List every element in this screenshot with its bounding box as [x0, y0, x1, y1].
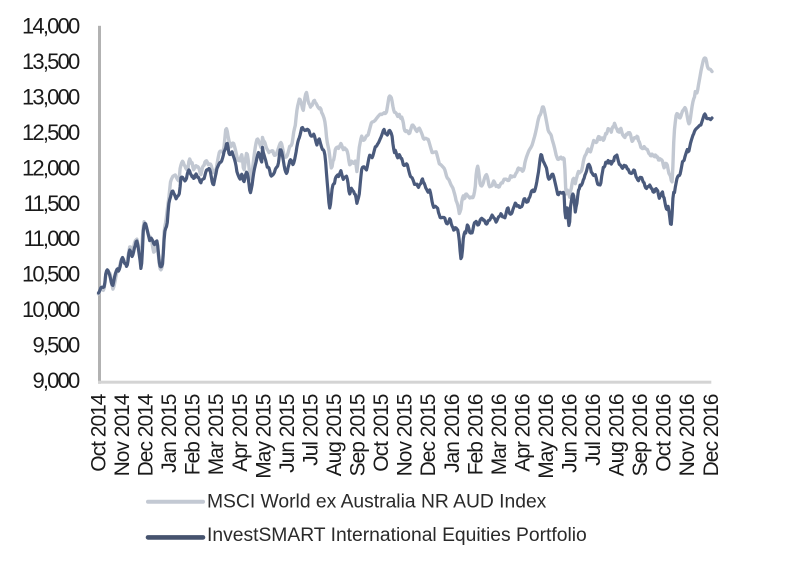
svg-text:10,000: 10,000 — [22, 297, 80, 322]
svg-text:May 2015: May 2015 — [252, 394, 275, 479]
svg-text:Aug 2015: Aug 2015 — [323, 394, 346, 476]
svg-text:9,000: 9,000 — [32, 368, 80, 393]
svg-text:11,500: 11,500 — [24, 191, 80, 216]
svg-text:12,000: 12,000 — [22, 155, 80, 180]
svg-text:Feb 2016: Feb 2016 — [464, 394, 487, 475]
svg-text:Sep 2015: Sep 2015 — [347, 394, 370, 476]
svg-text:Apr 2016: Apr 2016 — [511, 394, 534, 472]
svg-text:Jun 2016: Jun 2016 — [559, 394, 582, 473]
svg-text:Oct 2015: Oct 2015 — [370, 394, 393, 472]
svg-text:Jan 2015: Jan 2015 — [158, 394, 181, 473]
svg-text:Jan 2016: Jan 2016 — [441, 394, 464, 473]
svg-text:May 2016: May 2016 — [535, 394, 558, 479]
svg-text:Mar 2016: Mar 2016 — [488, 394, 511, 475]
svg-text:Feb 2015: Feb 2015 — [182, 394, 205, 475]
svg-text:12,500: 12,500 — [22, 120, 80, 145]
svg-text:Oct 2014: Oct 2014 — [88, 393, 111, 472]
svg-text:Jul 2015: Jul 2015 — [300, 394, 323, 466]
svg-text:Jun 2015: Jun 2015 — [276, 394, 299, 473]
svg-text:Dec 2016: Dec 2016 — [700, 394, 723, 476]
svg-text:13,500: 13,500 — [22, 49, 80, 74]
svg-text:Dec 2015: Dec 2015 — [417, 394, 440, 476]
svg-text:14,000: 14,000 — [22, 14, 80, 39]
svg-text:Mar 2015: Mar 2015 — [205, 394, 228, 475]
svg-text:Nov 2014: Nov 2014 — [111, 393, 134, 476]
svg-text:MSCI World ex Australia NR AUD: MSCI World ex Australia NR AUD Index — [207, 492, 547, 513]
svg-text:10,500: 10,500 — [22, 262, 80, 287]
svg-text:Nov 2015: Nov 2015 — [394, 394, 417, 476]
svg-text:11,000: 11,000 — [24, 226, 80, 251]
svg-text:Oct 2016: Oct 2016 — [653, 394, 676, 472]
svg-text:Sep 2016: Sep 2016 — [629, 394, 652, 476]
svg-text:Aug 2016: Aug 2016 — [606, 394, 629, 476]
svg-text:9,500: 9,500 — [32, 333, 80, 358]
svg-text:Jul 2016: Jul 2016 — [582, 394, 605, 466]
svg-text:Apr 2015: Apr 2015 — [229, 394, 252, 472]
svg-text:Dec 2014: Dec 2014 — [135, 393, 158, 476]
svg-text:Nov 2016: Nov 2016 — [676, 394, 699, 476]
svg-text:InvestSMART International Equi: InvestSMART International Equities Portf… — [207, 525, 587, 546]
svg-text:13,000: 13,000 — [22, 84, 80, 109]
